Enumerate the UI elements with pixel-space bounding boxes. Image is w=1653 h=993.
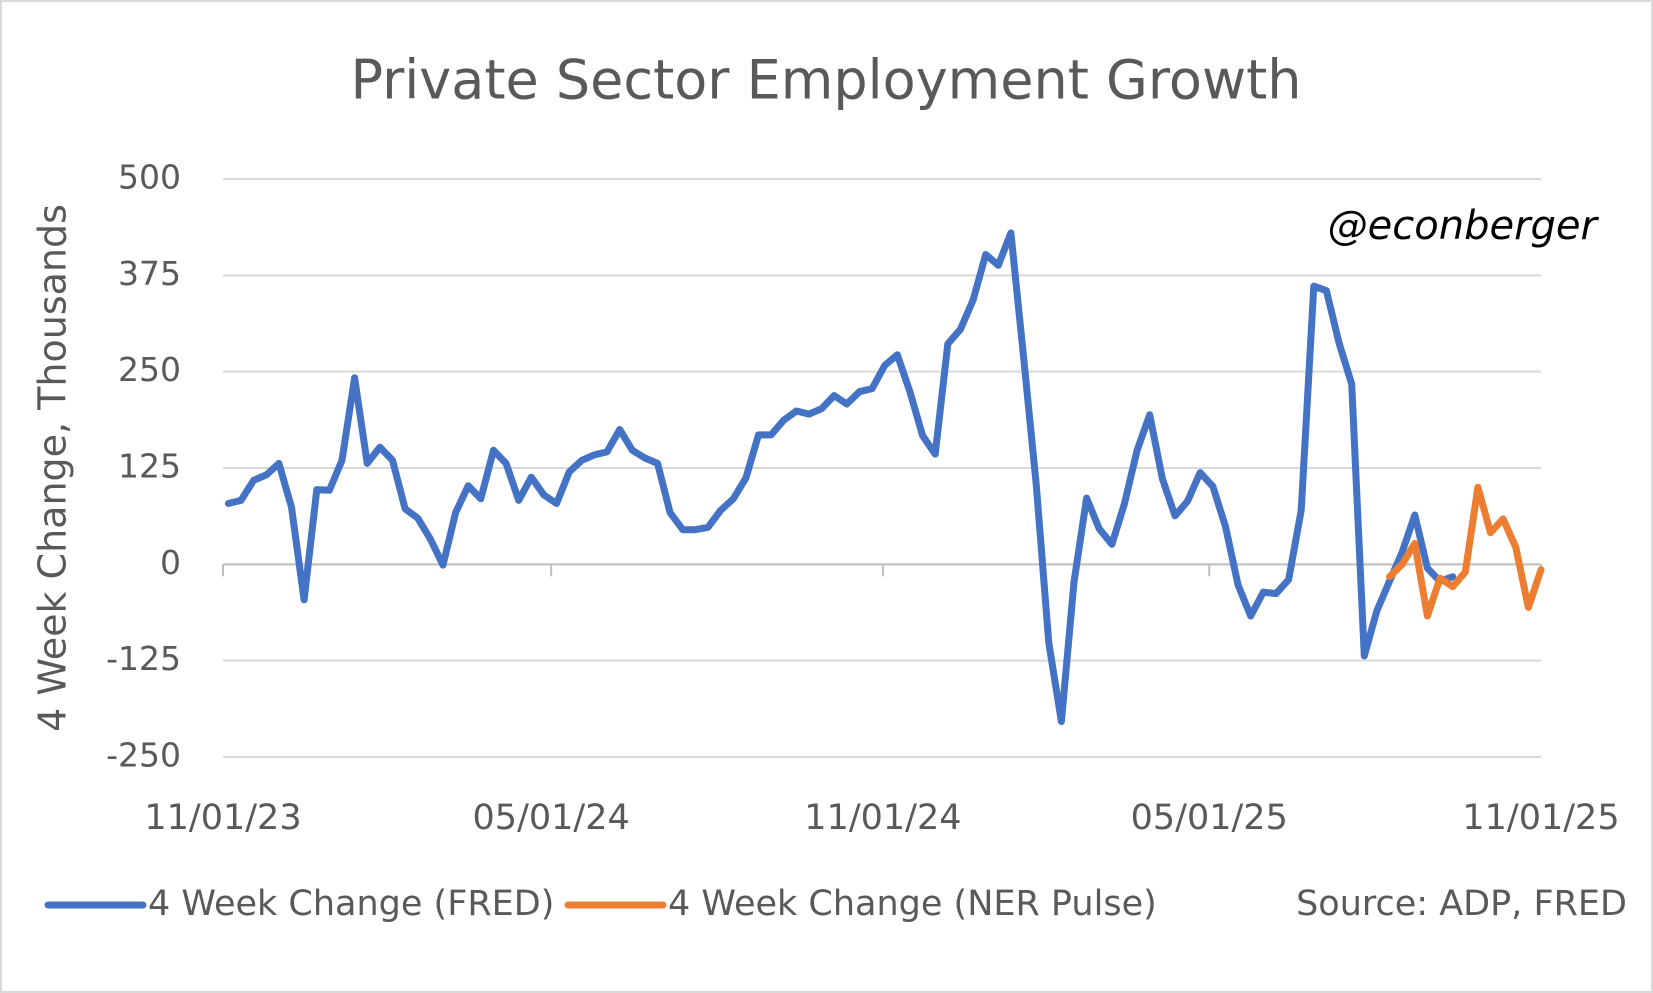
legend-label: 4 Week Change (NER Pulse) (668, 884, 1157, 924)
y-tick-label: 0 (160, 543, 181, 582)
data-line (1386, 483, 1545, 620)
annotation: @econberger (1328, 203, 1600, 249)
x-tick-label: 11/01/24 (804, 798, 961, 838)
y-tick-label: 375 (118, 254, 181, 293)
y-tick-label: -125 (106, 639, 181, 678)
legend-label: 4 Week Change (FRED) (148, 884, 554, 924)
y-tick-label: 250 (118, 350, 181, 389)
y-tick-label: 125 (118, 447, 181, 486)
x-tick-label: 11/01/23 (144, 798, 301, 838)
chart-title: Private Sector Employment Growth (350, 49, 1301, 112)
data-line (224, 229, 1457, 725)
y-axis-label: 4 Week Change, Thousands (31, 204, 75, 732)
source-note: Source: ADP, FRED (1296, 884, 1627, 924)
x-tick-label: 05/01/24 (473, 798, 630, 838)
x-tick-label: 05/01/25 (1131, 798, 1288, 838)
y-tick-label: 500 (118, 158, 181, 197)
x-tick-label: 11/01/25 (1462, 798, 1619, 838)
y-tick-label: -250 (106, 736, 181, 775)
